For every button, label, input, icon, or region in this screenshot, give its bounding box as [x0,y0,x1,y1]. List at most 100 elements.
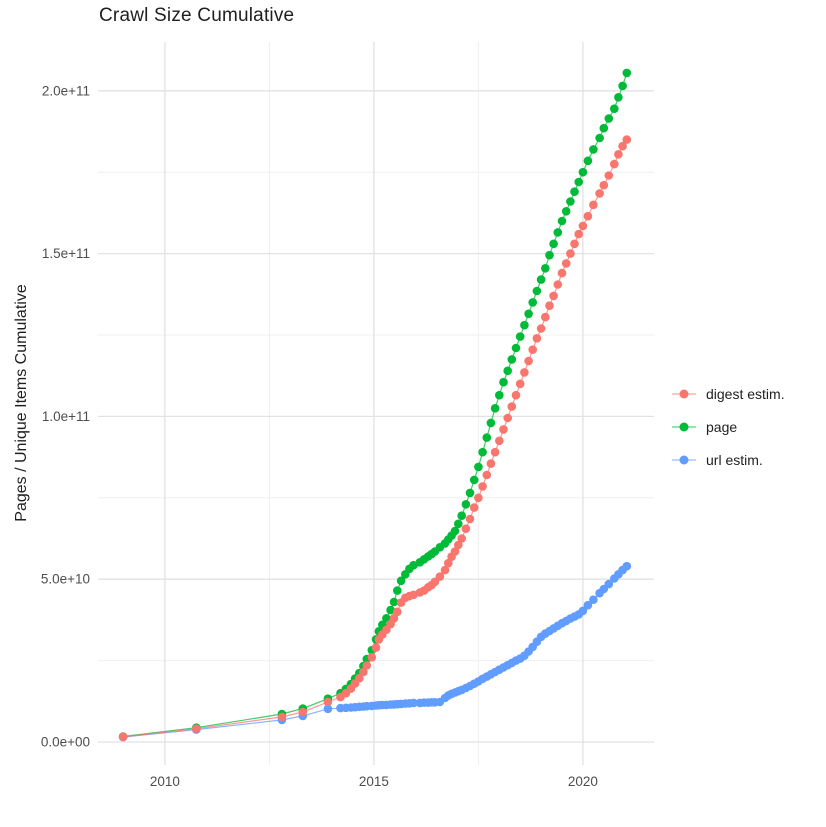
data-point [610,159,619,169]
data-point [515,379,525,389]
data-point [118,732,128,742]
data-point [495,436,504,446]
data-point [482,433,492,442]
data-point [574,229,583,239]
data-point [622,135,632,144]
data-point [561,207,571,216]
data-point [490,447,500,457]
data-point [355,673,364,683]
legend-item-page: page [671,410,785,443]
data-point [589,145,598,154]
data-point [574,177,583,187]
data-point [482,470,492,480]
y-axis-title: Pages / Unique Items Cumulative [13,284,30,522]
data-point [545,301,554,311]
legend-label-page: page [706,418,738,435]
data-point [454,540,463,550]
data-point [520,320,529,330]
data-point [450,526,460,536]
data-point [469,475,479,485]
data-point [595,133,604,143]
series-digest-estim [118,135,632,742]
legend-item-url-estim: url estim. [671,443,785,476]
gridlines-minor [98,42,654,765]
data-point [578,167,588,177]
legend-key-dot [679,422,689,431]
data-point [570,239,579,249]
x-tick-label: 2015 [359,774,389,789]
data-point [524,309,533,319]
data-point [614,150,623,159]
data-point [578,221,588,231]
data-point [486,418,496,428]
legend-item-digest-estim: digest estim. [671,377,785,410]
y-tick-label: 0.0e+00 [41,735,90,750]
legend-key-dot [679,455,689,464]
data-point [595,189,604,198]
data-point [520,368,529,377]
y-axis-tick-labels: 0.0e+00 5.0e+10 1.0e+11 1.5e+11 2.0e+11 [41,83,90,749]
data-point [478,447,487,457]
data-point [457,511,467,520]
data-point [578,606,588,616]
y-tick-label: 2.0e+11 [42,83,90,98]
data-point [545,250,554,260]
data-point [532,334,542,343]
data-point [371,643,381,652]
data-point [604,114,614,123]
data-point [435,572,445,581]
data-point [389,614,399,623]
data-point [486,459,496,468]
data-point [499,377,508,387]
data-point [604,579,614,589]
data-point [362,661,372,670]
data-point [583,211,593,221]
chart-title: Crawl Size Cumulative [99,5,295,26]
data-point [618,81,627,91]
data-point [524,356,533,366]
data-point [277,712,287,722]
data-point [515,332,525,341]
data-point [553,228,563,237]
data-point [604,171,614,180]
data-point [454,519,463,529]
data-point [549,291,558,301]
data-point [478,482,487,491]
data-point [566,249,575,258]
data-point [465,488,475,498]
data-point [461,500,471,509]
data-point [549,239,558,249]
x-axis-tick-labels: 2010 2015 2020 [150,774,598,789]
data-point [359,667,368,677]
data-point [583,600,593,610]
data-point [450,547,460,556]
data-point [474,493,483,503]
data-point [499,425,508,434]
data-point [536,324,546,333]
data-point [511,343,521,353]
data-point [610,104,619,113]
data-point [599,180,609,190]
legend: digest estim. page url estim. [671,377,785,476]
data-point [557,268,567,278]
data-point [583,156,593,166]
data-point [528,298,537,307]
data-point [566,197,575,206]
y-tick-label: 1.0e+11 [42,409,90,424]
data-point [396,576,406,586]
data-point [323,697,333,707]
data-point [465,514,475,524]
legend-label-url-estim: url estim. [706,451,763,468]
data-point [367,653,377,662]
data-point [622,68,632,78]
y-tick-label: 1.5e+11 [42,246,90,261]
data-point [570,187,579,196]
legend-label-digest-estim: digest estim. [706,385,785,402]
data-point [490,404,500,413]
data-point [298,707,308,717]
data-point [457,534,467,543]
data-point [614,93,623,102]
data-point [386,605,395,615]
